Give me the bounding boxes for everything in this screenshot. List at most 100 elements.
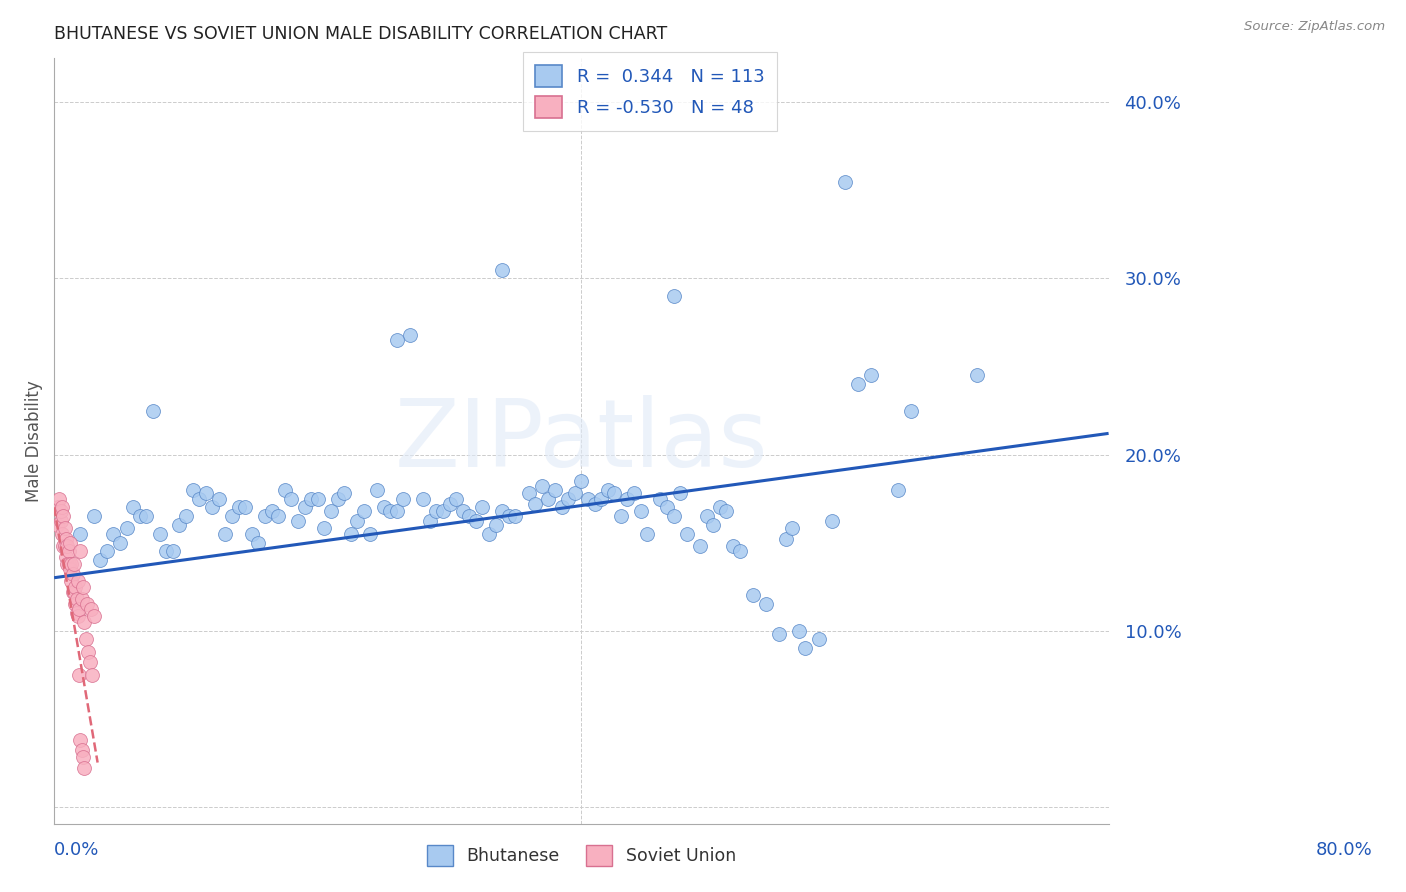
Point [662, 289, 685, 303]
Point [366, 483, 388, 497]
Point [56, 539, 79, 553]
Point [174, 509, 197, 524]
Point [583, 497, 606, 511]
Point [72, 750, 94, 764]
Point [630, 504, 652, 518]
Point [77, 645, 100, 659]
Point [60, 557, 83, 571]
Point [780, 521, 803, 535]
Point [478, 526, 501, 541]
Point [53, 521, 76, 535]
Point [505, 509, 527, 524]
Point [576, 491, 599, 506]
Point [83, 609, 105, 624]
Point [103, 526, 125, 541]
Point [603, 486, 626, 500]
Point [373, 500, 395, 515]
Point [557, 491, 579, 506]
Point [886, 483, 908, 497]
Point [544, 483, 567, 497]
Point [846, 377, 869, 392]
Point [339, 526, 361, 541]
Point [148, 526, 170, 541]
Point [775, 532, 797, 546]
Point [58, 544, 80, 558]
Point [188, 491, 211, 506]
Point [689, 539, 711, 553]
Point [62, 584, 84, 599]
Point [319, 504, 342, 518]
Point [221, 509, 243, 524]
Point [524, 497, 547, 511]
Point [353, 504, 375, 518]
Point [49, 515, 72, 529]
Point [208, 491, 231, 506]
Point [142, 403, 165, 417]
Point [787, 624, 810, 638]
Point [655, 500, 678, 515]
Point [966, 368, 988, 383]
Point [169, 517, 191, 532]
Point [755, 597, 778, 611]
Point [274, 483, 297, 497]
Point [709, 500, 731, 515]
Point [333, 486, 356, 500]
Point [46, 500, 69, 515]
Point [155, 544, 177, 558]
Point [214, 526, 236, 541]
Point [60, 574, 83, 589]
Point [702, 517, 724, 532]
Point [385, 333, 408, 347]
Point [51, 500, 73, 515]
Point [834, 175, 856, 189]
Point [260, 504, 283, 518]
Point [55, 549, 77, 564]
Point [794, 641, 817, 656]
Point [385, 504, 408, 518]
Point [591, 491, 613, 506]
Point [326, 491, 349, 506]
Point [432, 504, 454, 518]
Point [52, 539, 75, 553]
Point [66, 609, 89, 624]
Point [62, 567, 84, 582]
Point [122, 500, 145, 515]
Point [346, 515, 368, 529]
Point [623, 486, 645, 500]
Point [425, 504, 447, 518]
Point [66, 574, 89, 589]
Point [267, 509, 290, 524]
Text: ZIPatlas: ZIPatlas [395, 395, 768, 487]
Point [569, 474, 592, 488]
Point [380, 504, 402, 518]
Point [412, 491, 434, 506]
Point [73, 761, 96, 775]
Text: Source: ZipAtlas.com: Source: ZipAtlas.com [1244, 20, 1385, 33]
Point [451, 504, 474, 518]
Point [299, 491, 322, 506]
Point [69, 732, 91, 747]
Point [58, 557, 80, 571]
Text: 80.0%: 80.0% [1316, 841, 1372, 859]
Point [721, 539, 744, 553]
Point [537, 491, 560, 506]
Point [807, 632, 830, 647]
Point [419, 515, 441, 529]
Point [52, 509, 75, 524]
Point [45, 517, 67, 532]
Point [233, 500, 256, 515]
Point [294, 500, 316, 515]
Point [696, 509, 718, 524]
Point [65, 606, 87, 620]
Point [67, 667, 90, 681]
Point [51, 526, 73, 541]
Point [72, 580, 94, 594]
Point [135, 509, 157, 524]
Point [359, 526, 381, 541]
Point [240, 526, 263, 541]
Point [63, 584, 86, 599]
Point [63, 597, 86, 611]
Point [530, 479, 553, 493]
Point [517, 486, 540, 500]
Point [69, 526, 91, 541]
